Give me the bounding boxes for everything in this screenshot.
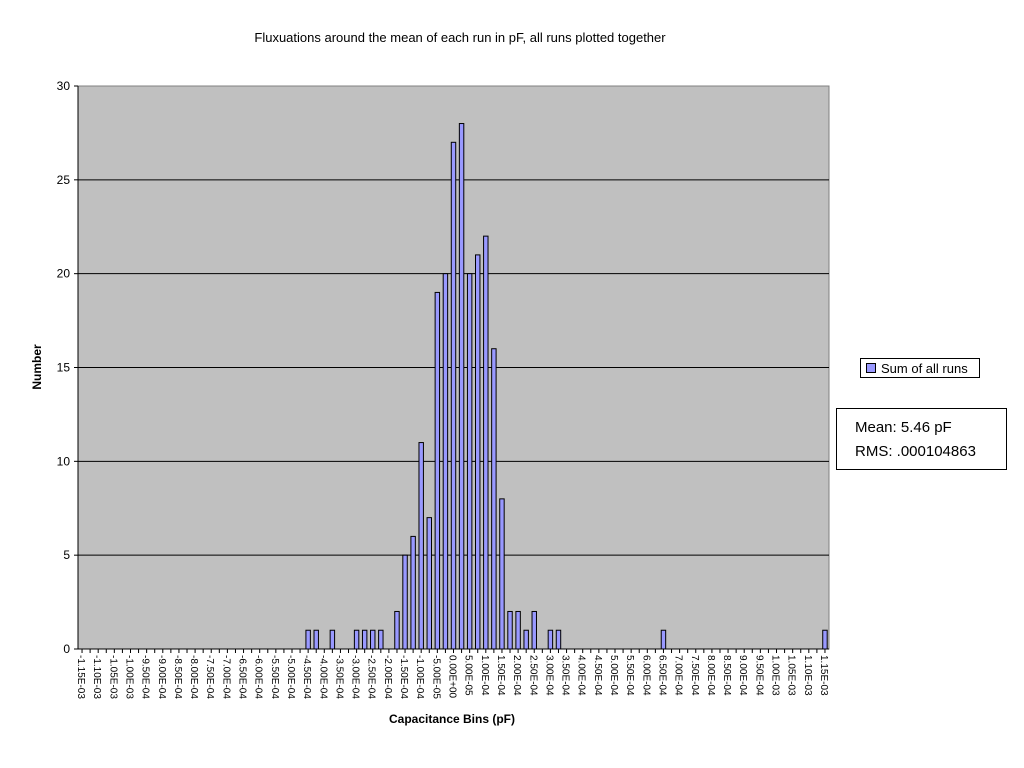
bar [475,254,481,650]
rms-text: RMS: .000104863 [855,443,976,460]
x-tick-label: -5.00E-04 [285,655,296,699]
x-tick-label: 7.00E-04 [673,655,684,696]
x-tick-label: 6.50E-04 [656,655,667,696]
y-tick-label: 15 [57,361,71,375]
x-tick-label: -3.00E-04 [350,655,361,699]
y-axis-label: Number [30,344,44,390]
y-tick-label: 0 [63,642,70,656]
x-tick-label: -8.50E-04 [172,655,183,699]
x-tick-label: -6.50E-04 [237,655,248,699]
x-tick-label: -5.00E-05 [430,655,441,699]
x-tick-label: -1.00E-03 [123,655,134,699]
bar [458,123,465,650]
legend-swatch [866,363,876,373]
x-tick-label: -4.00E-04 [317,655,328,699]
x-tick-label: -3.50E-04 [333,655,344,699]
y-tick-label: 5 [63,548,70,562]
bar [305,629,311,650]
x-tick-label: 0.00E+00 [447,655,458,699]
y-tick-label: 20 [57,267,71,281]
stats-box: Mean: 5.46 pF RMS: .000104863 [836,408,1007,470]
x-tick-label: 3.00E-04 [543,655,554,696]
x-tick-label: 5.50E-04 [624,655,635,696]
bar [660,629,667,650]
bar [822,629,828,650]
x-tick-label: 2.00E-04 [511,655,522,696]
x-tick-label: -7.00E-04 [220,655,231,699]
mean-text: Mean: 5.46 pF [855,419,952,436]
x-tick-label: 5.00E-05 [463,655,474,696]
x-tick-label: 5.00E-04 [608,655,619,696]
x-tick-label: -1.05E-03 [107,655,118,699]
x-tick-label: 8.50E-04 [721,655,732,696]
bar [531,610,537,650]
x-tick-label: -5.50E-04 [269,655,280,699]
bar [491,348,497,650]
x-tick-label: -1.00E-04 [414,655,425,699]
bar [378,629,384,650]
x-tick-label: -8.00E-04 [188,655,199,699]
x-tick-label: 1.00E-04 [479,655,490,696]
x-tick-label: 1.50E-04 [495,655,506,696]
x-tick-label: 9.00E-04 [737,655,748,696]
x-tick-label: -2.00E-04 [382,655,393,699]
legend-label: Sum of all runs [881,360,968,376]
bar [466,273,473,650]
bar [394,610,400,650]
x-tick-label: -6.00E-04 [253,655,264,699]
x-axis-label: Capacitance Bins (pF) [389,712,515,726]
bar [483,235,489,650]
bar [370,629,376,650]
bar [402,554,408,650]
x-tick-label: -9.00E-04 [156,655,167,699]
bar [313,629,319,650]
x-tick-label: 3.50E-04 [560,655,571,696]
x-tick-label: -1.15E-03 [75,655,86,699]
x-tick-label: -1.10E-03 [91,655,102,699]
x-tick-label: 1.15E-03 [818,655,829,696]
bar [442,273,449,650]
y-tick-label: 10 [57,454,71,468]
chart-title: Fluxuations around the mean of each run … [254,30,666,45]
x-tick-label: -9.50E-04 [140,655,151,699]
bar [410,535,416,650]
bar [353,629,360,650]
x-tick-label: 2.50E-04 [527,655,538,696]
bar [361,629,368,650]
x-tick-label: -4.50E-04 [301,655,312,699]
x-tick-label: 7.50E-04 [689,655,700,696]
bar [450,141,457,650]
bar [426,517,432,650]
x-tick-label: 6.00E-04 [640,655,651,696]
x-tick-label: -2.50E-04 [366,655,377,699]
x-tick-label: 9.50E-04 [753,655,764,696]
bar [507,610,513,650]
x-tick-label: -1.50E-04 [398,655,409,699]
x-tick-label: -7.50E-04 [204,655,215,699]
bars [305,123,828,650]
bar [515,610,521,650]
x-tick-label: 4.00E-04 [576,655,587,696]
bar [434,291,441,650]
bar [523,629,529,650]
legend: Sum of all runs [860,358,980,378]
x-tick-label: 1.00E-03 [770,655,781,696]
bar [555,629,562,650]
y-tick-label: 30 [57,79,71,93]
x-tick-label: 1.05E-03 [786,655,797,696]
y-tick-label: 25 [57,173,71,187]
x-tick-label: 4.50E-04 [592,655,603,696]
bar [418,442,424,650]
bar [329,629,336,650]
x-tick-label: 1.10E-03 [802,655,813,696]
bar [547,629,554,650]
bar [499,498,505,650]
x-tick-label: 8.00E-04 [705,655,716,696]
